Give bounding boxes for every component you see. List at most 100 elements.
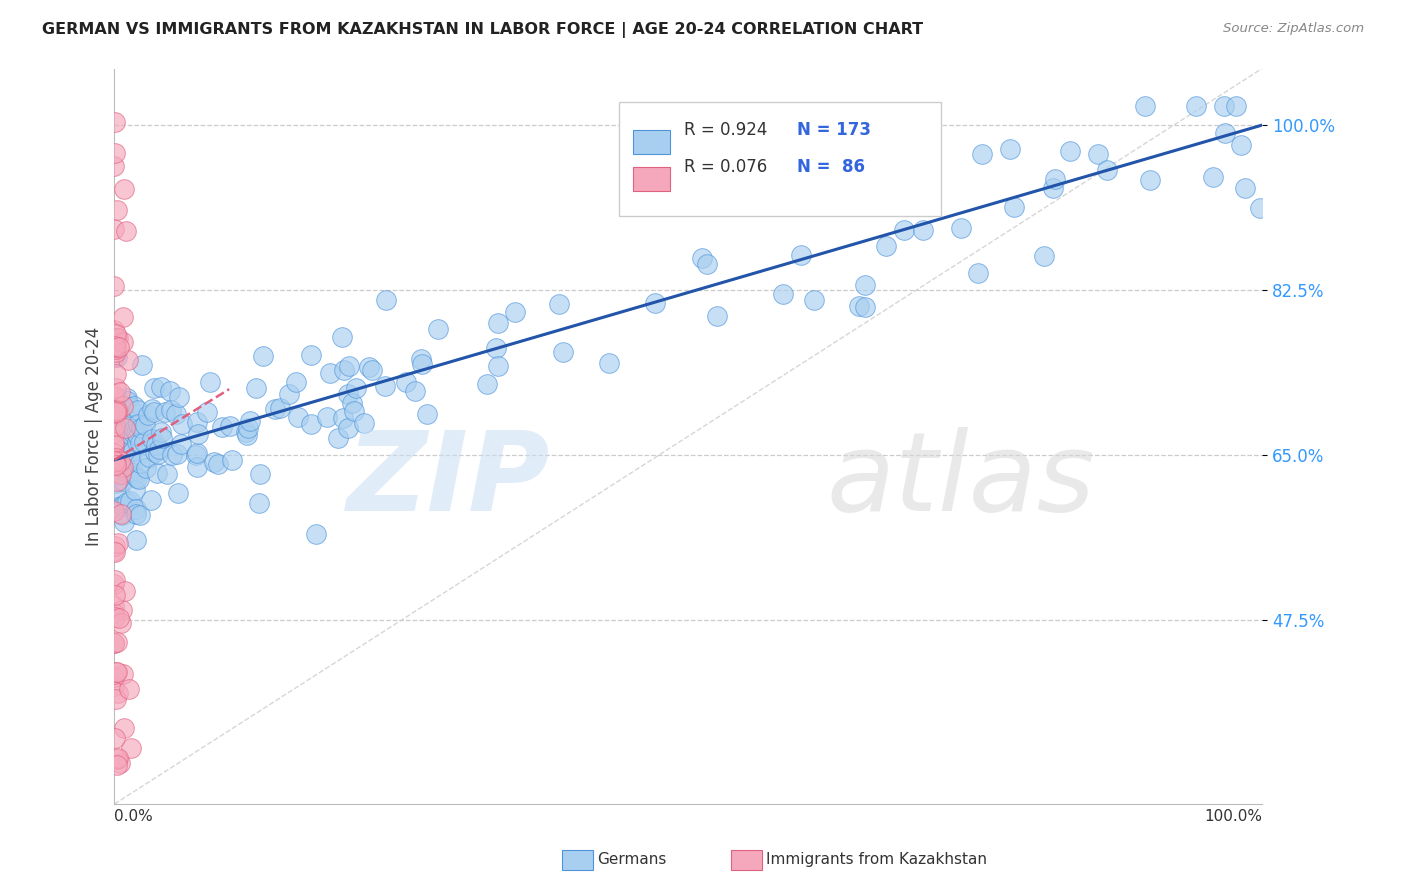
Point (104, 115, 127, 129)
Text: atlas: atlas (825, 427, 1094, 534)
Point (107, 611, 129, 625)
Point (337, 359, 360, 373)
Point (105, 331, 128, 345)
Point (103, 445, 125, 459)
Point (111, 334, 134, 349)
Text: R = 0.924: R = 0.924 (683, 121, 768, 139)
Point (129, 508, 152, 523)
Point (111, 459, 134, 474)
Point (166, 486, 188, 500)
Point (160, 403, 183, 417)
Point (104, 404, 127, 418)
Point (848, 299, 870, 313)
Point (252, 349, 274, 363)
Point (145, 444, 167, 458)
Point (127, 471, 149, 485)
Point (105, 752, 128, 766)
Point (1215, 126, 1237, 140)
Point (644, 295, 666, 310)
Point (103, 504, 125, 518)
Point (103, 350, 125, 364)
Point (107, 409, 129, 424)
Point (103, 670, 125, 684)
Point (853, 300, 876, 314)
Point (104, 146, 127, 161)
Point (103, 679, 125, 693)
Point (245, 381, 267, 395)
Point (486, 316, 509, 330)
Point (124, 425, 146, 440)
Point (141, 493, 163, 508)
Point (105, 402, 128, 417)
Point (115, 495, 138, 509)
Point (278, 387, 301, 401)
Point (125, 533, 148, 547)
Point (105, 332, 128, 346)
Point (120, 740, 142, 755)
Point (105, 403, 128, 417)
Point (129, 421, 152, 435)
Point (336, 387, 359, 401)
Point (104, 588, 127, 602)
Point (236, 427, 259, 442)
Point (1133, 99, 1156, 113)
Point (103, 459, 125, 474)
Text: N = 173: N = 173 (797, 121, 872, 139)
Point (114, 584, 136, 599)
Point (967, 266, 990, 280)
Point (911, 223, 934, 237)
Point (105, 391, 128, 405)
Point (318, 366, 340, 380)
Point (104, 342, 127, 356)
Point (112, 474, 135, 488)
Point (238, 421, 260, 435)
Point (247, 496, 270, 510)
Point (103, 323, 125, 337)
Point (696, 257, 718, 271)
Point (104, 345, 127, 359)
Point (107, 331, 129, 345)
Point (150, 380, 173, 394)
Point (186, 460, 208, 475)
Point (118, 426, 141, 441)
Point (547, 297, 569, 311)
Point (1043, 171, 1066, 186)
Point (108, 467, 131, 482)
Point (187, 427, 209, 442)
Point (692, 251, 714, 265)
Point (284, 375, 307, 389)
Point (107, 340, 129, 354)
Point (333, 363, 356, 377)
Point (893, 223, 915, 237)
Text: Source: ZipAtlas.com: Source: ZipAtlas.com (1223, 22, 1364, 36)
Text: 100.0%: 100.0% (1204, 809, 1263, 824)
Point (998, 142, 1021, 156)
Point (124, 422, 146, 436)
Point (125, 434, 148, 449)
Point (135, 461, 157, 475)
Point (153, 405, 176, 419)
Point (186, 446, 208, 460)
Point (128, 471, 150, 485)
Point (118, 681, 141, 696)
Point (326, 431, 349, 445)
Point (142, 381, 165, 395)
Point (117, 428, 139, 442)
Point (150, 431, 173, 445)
Point (1139, 173, 1161, 187)
Point (132, 435, 155, 450)
Point (112, 399, 135, 413)
Point (148, 442, 170, 457)
Point (287, 410, 309, 425)
Point (127, 417, 149, 432)
Point (103, 457, 125, 471)
Point (374, 379, 396, 393)
Point (115, 450, 138, 464)
Point (485, 341, 508, 355)
Point (115, 393, 138, 408)
Point (118, 411, 141, 425)
Point (105, 635, 128, 649)
Point (145, 437, 167, 451)
Point (249, 467, 271, 481)
Point (121, 466, 143, 480)
